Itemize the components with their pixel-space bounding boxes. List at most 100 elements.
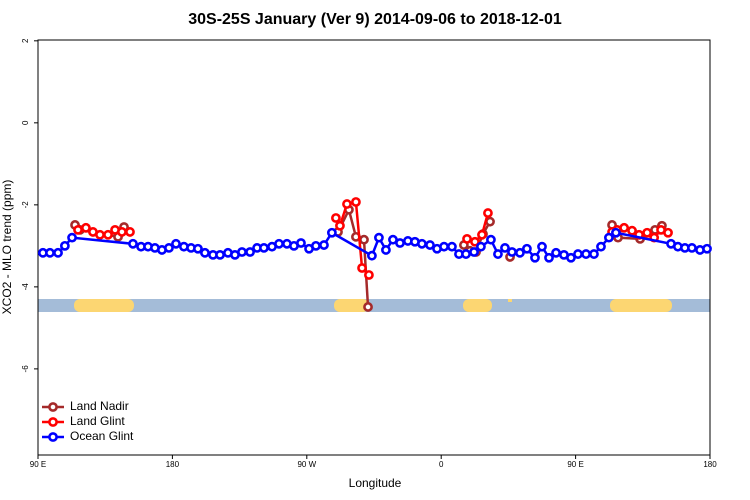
point — [342, 199, 352, 209]
point — [237, 247, 247, 257]
point — [530, 252, 540, 263]
point — [164, 243, 174, 253]
point — [125, 227, 135, 237]
point — [462, 233, 472, 244]
point — [53, 247, 63, 258]
ocean-band — [38, 299, 710, 312]
point — [425, 240, 435, 250]
point — [364, 270, 374, 280]
point — [171, 238, 181, 249]
point — [351, 197, 361, 207]
point — [374, 232, 384, 243]
legend-marker — [48, 402, 58, 412]
point — [619, 222, 630, 233]
point — [128, 238, 138, 249]
point — [367, 250, 377, 261]
legend-marker — [48, 432, 58, 442]
point — [566, 252, 576, 263]
point — [493, 249, 503, 259]
legend-label: Land Nadir — [70, 399, 129, 413]
x-tick-label: 180 — [703, 460, 717, 469]
series-line — [77, 200, 669, 276]
x-tick-label: 90 W — [297, 460, 316, 469]
point — [476, 241, 486, 252]
point — [461, 249, 471, 259]
point — [537, 241, 547, 252]
point — [335, 220, 345, 231]
point — [544, 252, 554, 263]
point — [514, 247, 525, 258]
point — [67, 232, 77, 243]
point — [81, 222, 91, 233]
point — [381, 245, 391, 255]
point — [486, 234, 496, 245]
point — [245, 247, 255, 257]
y-tick-label: 2 — [21, 38, 30, 43]
x-tick-label: 0 — [439, 460, 444, 469]
point — [604, 232, 614, 243]
point — [439, 241, 449, 252]
legend-label: Land Glint — [70, 414, 125, 428]
point — [627, 225, 637, 236]
point — [117, 227, 127, 237]
y-tick-label: -4 — [21, 283, 30, 291]
point — [581, 249, 591, 259]
land-band — [463, 299, 492, 312]
point — [357, 263, 367, 273]
point — [326, 227, 337, 238]
point — [417, 238, 427, 249]
point — [596, 241, 606, 252]
point — [642, 227, 653, 238]
point — [359, 234, 369, 245]
point — [331, 213, 341, 223]
point — [319, 240, 329, 250]
point — [103, 229, 113, 240]
point — [589, 249, 599, 259]
x-tick-label: 90 E — [567, 460, 583, 469]
point — [193, 243, 203, 254]
point — [500, 243, 510, 253]
point — [447, 241, 457, 252]
surface-band — [38, 299, 710, 312]
legend-marker — [48, 417, 58, 427]
land-band — [334, 299, 369, 312]
point — [259, 243, 269, 253]
point — [573, 249, 583, 259]
land-band — [74, 299, 134, 312]
point — [363, 302, 373, 312]
point — [274, 238, 284, 249]
legend-label: Ocean Glint — [70, 429, 134, 443]
point — [702, 243, 712, 254]
point — [477, 229, 487, 240]
land-band — [610, 299, 672, 312]
point — [395, 238, 405, 248]
point — [296, 238, 306, 248]
point — [663, 227, 673, 238]
point — [522, 243, 532, 254]
x-axis-label: Longitude — [349, 476, 402, 490]
point — [483, 208, 493, 218]
y-tick-label: 0 — [21, 120, 30, 125]
y-tick-label: -6 — [21, 365, 30, 373]
point — [215, 249, 225, 260]
x-tick-label: 90 E — [30, 460, 46, 469]
point — [687, 243, 697, 253]
x-tick-label: 180 — [166, 460, 180, 469]
point — [59, 240, 70, 251]
point — [45, 247, 55, 258]
point — [95, 229, 105, 240]
point — [507, 247, 517, 257]
point — [73, 224, 83, 235]
point — [611, 227, 621, 238]
point — [469, 247, 479, 257]
point — [200, 247, 210, 258]
land-band — [508, 299, 512, 302]
point — [470, 236, 480, 247]
point — [311, 240, 321, 251]
chart-title: 30S-25S January (Ver 9) 2014-09-06 to 20… — [188, 11, 562, 28]
point — [551, 247, 561, 258]
y-axis-label: XCO2 - MLO trend (ppm) — [0, 180, 14, 315]
y-tick-label: -2 — [21, 201, 30, 209]
